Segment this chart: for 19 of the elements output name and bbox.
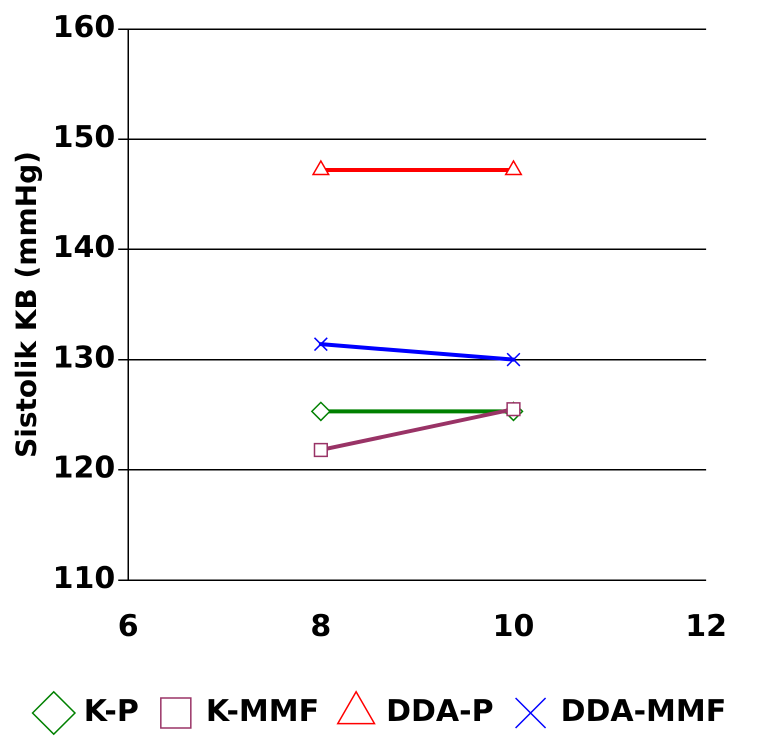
y-tick-label: 120 bbox=[52, 450, 116, 486]
y-tick-label: 110 bbox=[52, 560, 116, 596]
legend-label: DDA-P bbox=[386, 694, 494, 729]
point bbox=[311, 402, 331, 422]
y-tick-label: 150 bbox=[52, 120, 116, 155]
x-tick-label: 6 bbox=[118, 608, 139, 644]
y-tick-label: 130 bbox=[52, 340, 116, 376]
x-tick-label: 12 bbox=[685, 608, 727, 644]
x-tick-label: 10 bbox=[492, 608, 534, 644]
y-axis-title: Sistolik KB (mmHg) bbox=[10, 151, 44, 458]
legend-label: DDA-MMF bbox=[560, 694, 726, 729]
x-tick-label: 8 bbox=[310, 608, 332, 644]
y-tick-label: 160 bbox=[52, 10, 116, 45]
point bbox=[314, 442, 328, 458]
y-tick-label: 140 bbox=[52, 230, 116, 266]
point bbox=[506, 352, 521, 367]
point bbox=[314, 337, 328, 352]
legend-label: K-MMF bbox=[206, 694, 320, 729]
legend-label: K-P bbox=[84, 694, 139, 729]
